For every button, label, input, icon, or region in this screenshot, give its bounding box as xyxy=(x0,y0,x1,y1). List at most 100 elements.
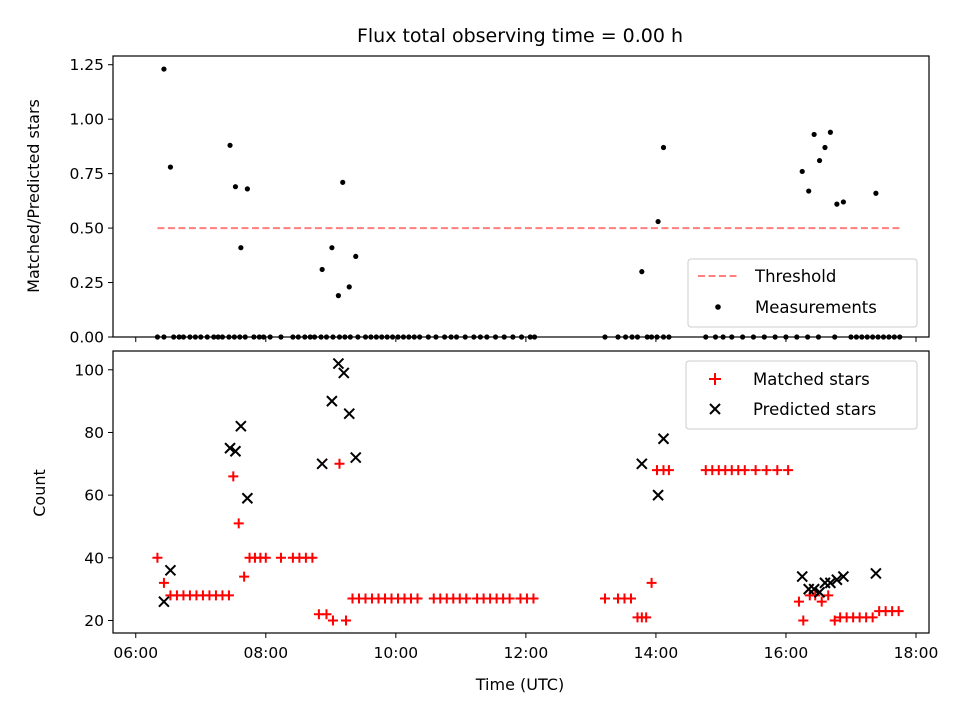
measurement-point xyxy=(161,66,167,72)
measurement-point xyxy=(660,144,667,151)
matched-star-point xyxy=(233,518,244,529)
matched-star-point xyxy=(321,609,332,620)
measurement-point xyxy=(811,131,817,138)
legend-matched-swatch xyxy=(709,373,721,385)
top-y-tick-label: 1.00 xyxy=(69,111,104,129)
matched-star-point xyxy=(625,593,636,604)
predicted-star-point xyxy=(235,420,247,432)
bottom-x-tick-label: 10:00 xyxy=(374,644,419,662)
bottom-x-tick-label: 14:00 xyxy=(634,644,679,662)
predicted-star-point xyxy=(808,583,820,595)
predicted-star-point xyxy=(224,442,236,454)
measurement-point xyxy=(232,184,239,190)
predicted-star-point xyxy=(332,357,345,370)
bottom-y-axis-label: Count xyxy=(30,469,49,517)
top-panel: 0.00 0.25 0.50 0.75 1.00 1.25 Matched/Predict… xyxy=(24,55,930,347)
matched-star-point xyxy=(275,552,286,563)
measurement-point xyxy=(329,245,335,251)
bottom-y-tick-label: 20 xyxy=(84,612,104,630)
measurement-point xyxy=(827,129,833,135)
matched-star-point xyxy=(334,458,345,469)
measurement-point xyxy=(244,186,250,192)
matched-star-point xyxy=(152,552,163,563)
legend-predicted-label: Predicted stars xyxy=(753,400,876,419)
bottom-y-tick-label: 100 xyxy=(74,361,104,379)
bottom-x-ticks: 06:00 08:00 10:00 12:00 14:00 16:00 18:00 xyxy=(113,633,938,662)
matched-star-point xyxy=(327,615,338,626)
predicted-star-point xyxy=(326,395,338,407)
bottom-x-tick-label: 08:00 xyxy=(243,644,288,662)
predicted-star-point xyxy=(158,595,170,608)
matched-star-point xyxy=(761,465,772,476)
measurement-point xyxy=(799,168,805,175)
measurement-point xyxy=(340,179,346,185)
matched-star-point xyxy=(816,596,827,607)
legend-threshold-label: Threshold xyxy=(754,267,836,286)
legend-measurements-label: Measurements xyxy=(755,298,877,317)
matched-star-point xyxy=(798,615,809,626)
matched-star-point xyxy=(228,471,239,482)
measurement-point xyxy=(655,218,661,225)
matched-star-point xyxy=(528,593,539,604)
predicted-star-point xyxy=(316,458,328,470)
bottom-y-tick-label: 80 xyxy=(84,424,104,442)
matched-star-point xyxy=(750,465,761,476)
matched-star-point xyxy=(504,593,515,604)
bottom-x-tick-label: 18:00 xyxy=(894,644,939,662)
predicted-star-point xyxy=(796,570,808,583)
predicted-star-point xyxy=(338,367,350,379)
top-y-tick-label: 0.00 xyxy=(69,329,104,347)
matched-star-point xyxy=(461,593,472,604)
predicted-star-point xyxy=(824,577,837,589)
measurement-point xyxy=(167,164,174,170)
chart-title: Flux total observing time = 0.00 h xyxy=(357,25,683,47)
matched-star-point xyxy=(823,590,834,601)
legend-measurements-swatch xyxy=(715,304,721,310)
matched-star-point xyxy=(260,552,271,563)
top-legend-box xyxy=(687,258,918,328)
predicted-star-point xyxy=(343,407,355,420)
predicted-star-point xyxy=(164,564,177,577)
legend-predicted-swatch xyxy=(709,403,721,415)
matched-star-point xyxy=(646,577,657,588)
matched-star-point xyxy=(223,590,234,601)
bottom-y-tick-label: 40 xyxy=(84,549,104,567)
measurement-point xyxy=(319,266,325,273)
predicted-star-point xyxy=(652,489,664,501)
measurement-point xyxy=(227,142,233,148)
measurement-point xyxy=(346,284,352,290)
matched-star-point xyxy=(158,577,169,588)
matched-star-point xyxy=(412,593,423,604)
top-y-tick-label: 0.50 xyxy=(69,220,104,238)
bottom-legend: Matched stars Predicted stars xyxy=(685,360,918,430)
matched-star-point xyxy=(772,465,783,476)
bottom-x-tick-label: 16:00 xyxy=(764,644,809,662)
measurement-point xyxy=(834,201,840,207)
legend-matched-label: Matched stars xyxy=(753,370,870,389)
bottom-marks xyxy=(152,357,904,626)
matched-star-point xyxy=(239,571,250,582)
measurement-point xyxy=(822,144,828,151)
measurement-point xyxy=(806,188,812,194)
measurement-point xyxy=(816,157,823,164)
top-y-tick-label: 1.25 xyxy=(69,56,104,74)
top-plot-frame xyxy=(112,55,930,338)
matched-star-point xyxy=(663,465,674,476)
predicted-star-point xyxy=(831,574,843,586)
bottom-plot-frame xyxy=(112,350,930,634)
bottom-x-axis-label: Time (UTC) xyxy=(475,675,564,694)
matched-star-point xyxy=(739,465,750,476)
bottom-panel: 20 40 60 80 100 06:00 08:00 10:00 12:00 14:00 16:… xyxy=(30,350,938,694)
matched-star-point xyxy=(340,615,351,626)
measurement-point xyxy=(840,199,846,205)
matched-star-point xyxy=(599,593,610,604)
matched-star-point xyxy=(867,612,878,623)
matched-star-point xyxy=(641,612,652,623)
top-x-ticks xyxy=(135,337,917,342)
bottom-x-tick-label: 12:00 xyxy=(504,644,549,662)
bottom-legend-box xyxy=(685,360,918,430)
bottom-x-tick-label: 06:00 xyxy=(113,644,158,662)
matched-star-point xyxy=(829,615,840,626)
bottom-y-tick-label: 60 xyxy=(84,487,104,505)
measurement-point xyxy=(335,293,342,299)
